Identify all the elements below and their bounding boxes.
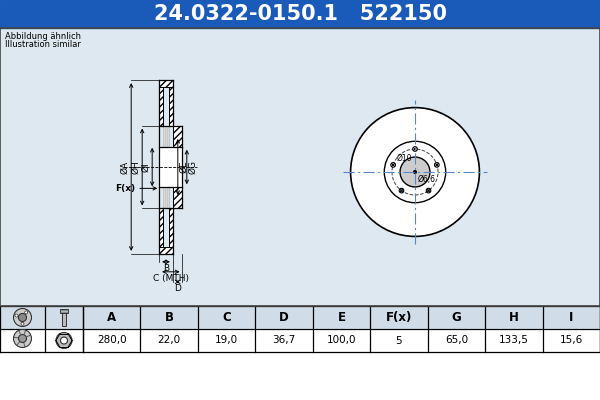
Text: 24.0322-0150.1   522150: 24.0322-0150.1 522150 [154, 4, 446, 24]
Circle shape [413, 170, 416, 174]
Bar [159, 87, 163, 126]
Text: A: A [107, 311, 116, 324]
Text: 280,0: 280,0 [97, 336, 127, 346]
Bar [159, 87, 163, 126]
Bar [159, 212, 163, 247]
Text: 65,0: 65,0 [445, 336, 468, 346]
Circle shape [14, 308, 32, 326]
Text: 5: 5 [395, 336, 402, 346]
Text: 100,0: 100,0 [327, 336, 356, 346]
Text: F(x): F(x) [386, 311, 412, 324]
Circle shape [14, 330, 32, 348]
Bar [0, 306, 45, 329]
Text: 15,6: 15,6 [560, 336, 583, 346]
Bar [0, 329, 45, 352]
Circle shape [350, 108, 479, 236]
Text: B: B [164, 311, 173, 324]
Circle shape [19, 314, 26, 322]
Text: ØG: ØG [189, 160, 198, 174]
Bar [60, 308, 68, 312]
Bar [62, 312, 66, 326]
Text: ØA: ØA [120, 160, 129, 174]
Bar [169, 87, 173, 126]
Bar [159, 147, 182, 187]
Bar [83, 329, 600, 352]
Text: D: D [279, 311, 289, 324]
Text: C: C [222, 311, 231, 324]
Text: ØI: ØI [141, 162, 150, 172]
Bar [173, 187, 182, 208]
Circle shape [400, 157, 430, 187]
Text: Abbildung ähnlich: Abbildung ähnlich [5, 32, 81, 41]
Text: 22,0: 22,0 [158, 336, 181, 346]
Text: I: I [569, 311, 574, 324]
Text: Ø10: Ø10 [397, 154, 412, 162]
Text: Ø6,6: Ø6,6 [418, 174, 436, 184]
Circle shape [61, 337, 67, 344]
Text: H: H [509, 311, 519, 324]
Bar [169, 208, 173, 247]
Bar [0, 28, 600, 306]
Circle shape [384, 141, 446, 203]
Text: D: D [174, 284, 181, 293]
Text: C (MTH): C (MTH) [153, 274, 189, 283]
Circle shape [434, 162, 439, 167]
Circle shape [391, 162, 395, 167]
Bar [45, 306, 83, 329]
Text: 133,5: 133,5 [499, 336, 529, 346]
Text: B: B [163, 264, 169, 273]
Circle shape [21, 322, 24, 325]
Circle shape [413, 147, 418, 151]
Text: 19,0: 19,0 [215, 336, 238, 346]
Text: ØE: ØE [180, 161, 189, 173]
Circle shape [25, 311, 28, 314]
Bar [163, 126, 169, 208]
Text: E: E [337, 311, 346, 324]
Circle shape [15, 314, 18, 317]
Bar [159, 247, 173, 254]
Text: 36,7: 36,7 [272, 336, 296, 346]
Bar [45, 329, 83, 352]
Circle shape [426, 188, 431, 193]
Circle shape [19, 334, 26, 342]
Text: F(x): F(x) [115, 184, 135, 193]
Bar [159, 80, 173, 87]
Text: G: G [452, 311, 461, 324]
Bar [83, 306, 600, 329]
Bar [0, 28, 600, 306]
Bar [173, 126, 182, 147]
Text: Illustration similar: Illustration similar [5, 40, 81, 49]
Circle shape [399, 188, 404, 193]
Bar [0, 0, 600, 28]
Circle shape [56, 332, 72, 348]
Bar [159, 208, 163, 247]
Text: ØH: ØH [131, 160, 140, 174]
